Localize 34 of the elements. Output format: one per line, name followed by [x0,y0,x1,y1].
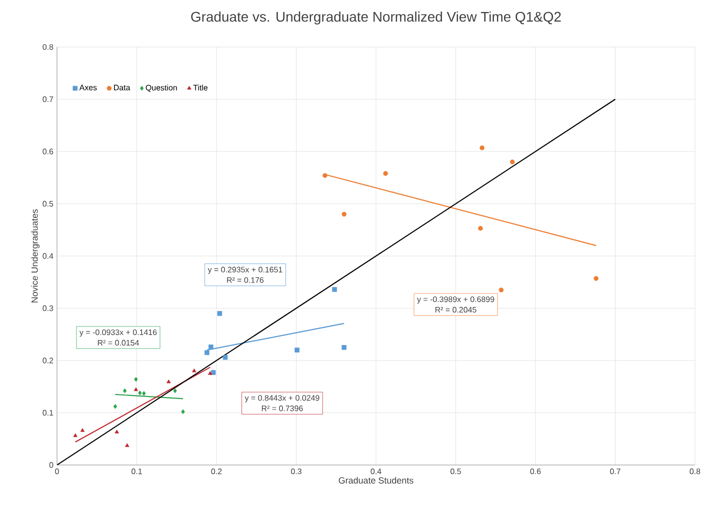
point [322,173,328,178]
point [342,345,346,350]
point [383,171,388,176]
point [222,354,228,360]
point [204,350,210,356]
x-axis-title: Graduate Students [338,477,414,484]
point [122,388,127,394]
point [114,430,119,434]
point [208,344,214,350]
point [498,288,504,292]
point [134,376,138,382]
point [478,226,483,231]
point [80,428,85,432]
point [342,212,346,217]
point [332,287,337,292]
point [138,390,142,396]
point [510,160,515,164]
point [181,409,185,414]
point [594,276,598,281]
point [294,348,300,352]
point [134,387,138,392]
point [125,443,130,447]
point [217,311,222,316]
point [113,404,118,409]
point [208,371,212,375]
point [210,370,216,375]
point [142,391,146,396]
point [192,368,196,372]
chart-title: Graduate vs. Undergraduate Normalized View Time Q1&Q2 [191,11,561,24]
point [166,380,171,384]
point [73,433,78,438]
point [480,145,484,150]
y-axis-title: Novice Undergraduates [31,209,40,302]
point [173,388,177,394]
